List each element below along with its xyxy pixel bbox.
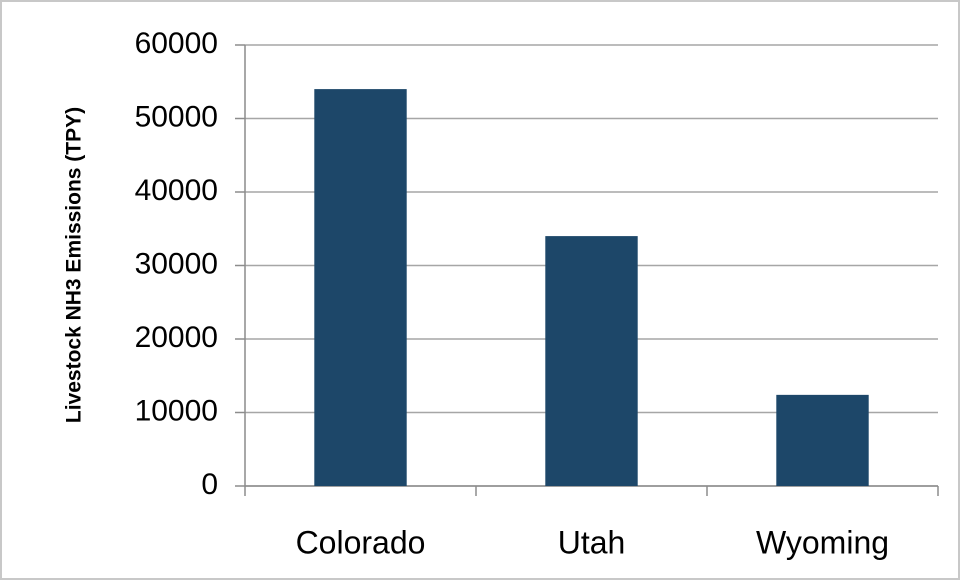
bar xyxy=(545,236,638,486)
y-tick-label: 60000 xyxy=(135,27,218,60)
bar xyxy=(314,89,407,486)
y-tick-label: 0 xyxy=(201,468,218,501)
y-tick-label: 50000 xyxy=(135,100,218,133)
x-tick-label: Colorado xyxy=(296,524,426,560)
y-tick-label: 10000 xyxy=(135,394,218,427)
x-tick-label: Wyoming xyxy=(756,524,889,560)
x-tick-label: Utah xyxy=(558,524,626,560)
y-tick-label: 40000 xyxy=(135,174,218,207)
y-axis-label: Livestock NH3 Emissions (TPY) xyxy=(63,107,86,423)
bar xyxy=(776,394,869,486)
y-tick-label: 30000 xyxy=(135,247,218,280)
y-tick-label: 20000 xyxy=(135,321,218,354)
